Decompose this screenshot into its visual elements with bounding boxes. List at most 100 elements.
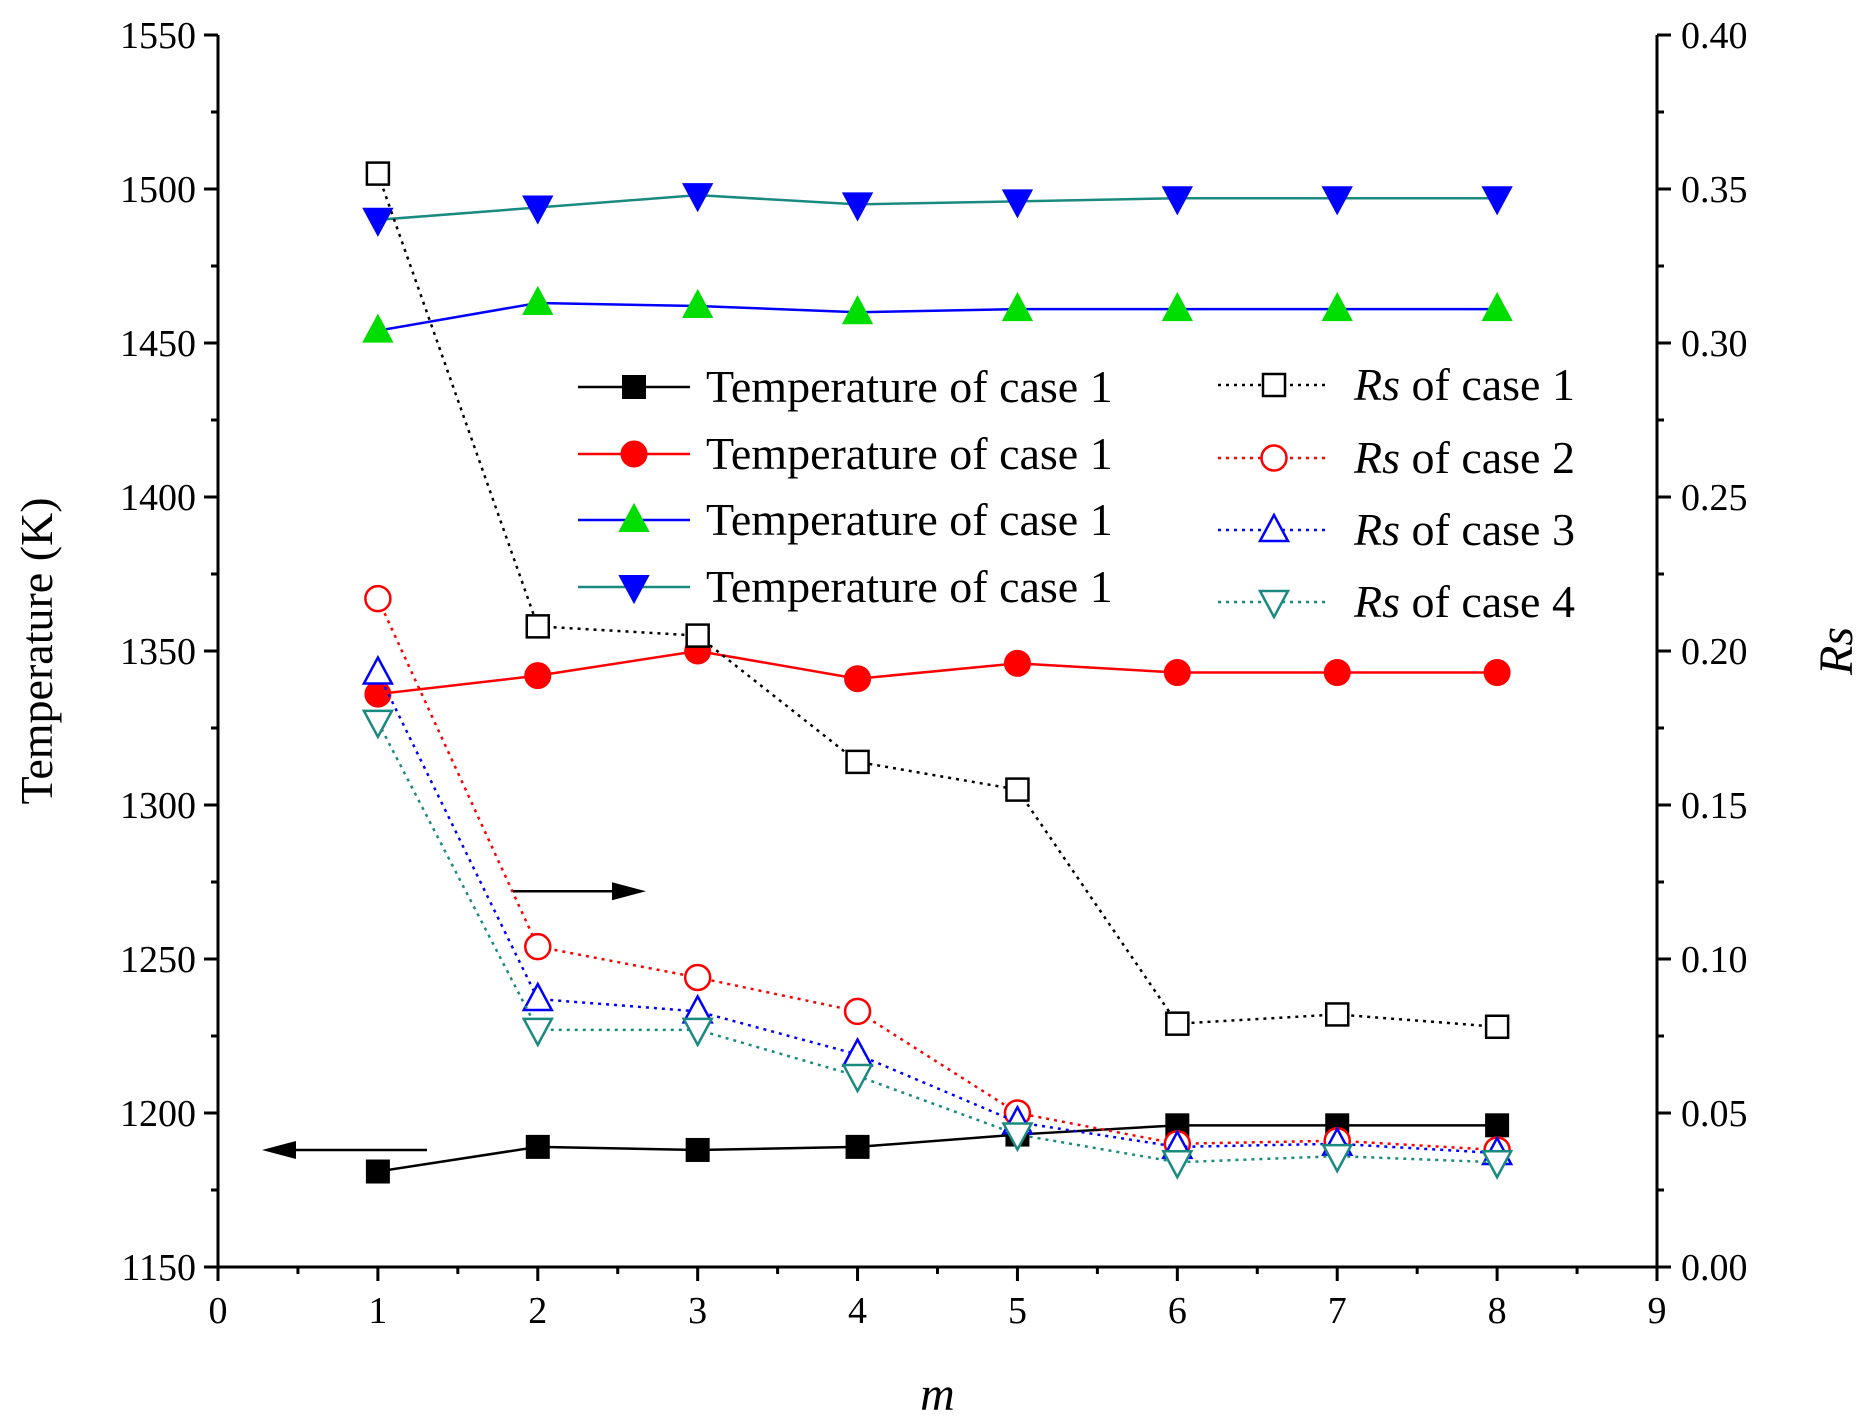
arrow-head bbox=[262, 1140, 296, 1159]
x-tick-label: 2 bbox=[528, 1290, 547, 1332]
data-point bbox=[364, 584, 392, 613]
legend-entry-4: Temperature of case 1 bbox=[578, 561, 1113, 612]
y-right-tick-label: 0.35 bbox=[1681, 169, 1748, 211]
data-point bbox=[521, 981, 554, 1012]
series-line bbox=[377, 1124, 1498, 1173]
legend-entry-6: Rs of case 2 bbox=[1218, 432, 1575, 483]
y-left-axis-title: Temperature (K) bbox=[11, 497, 62, 804]
series-line bbox=[377, 301, 1498, 332]
series-line bbox=[376, 598, 1498, 1152]
series-8 bbox=[361, 709, 1514, 1180]
axes-layer: 0 1 2 3 4 5 6 7 8 9 1150 1200 1250 1300 1350 1400 1450 15… bbox=[11, 15, 1863, 1421]
y-right-tick-label: 0.25 bbox=[1681, 477, 1748, 519]
data-point bbox=[681, 1017, 714, 1048]
data-point bbox=[1481, 1150, 1514, 1180]
legend-marker bbox=[622, 375, 646, 399]
plot-layer bbox=[361, 161, 1514, 1184]
data-point bbox=[1323, 659, 1351, 687]
data-point bbox=[1481, 292, 1513, 322]
x-tick-label: 3 bbox=[688, 1290, 707, 1332]
data-point bbox=[524, 932, 552, 961]
y-right-tick-label: 0.30 bbox=[1681, 323, 1748, 365]
data-point bbox=[681, 183, 714, 213]
data-point bbox=[1481, 186, 1513, 216]
data-point bbox=[525, 1134, 550, 1159]
data-point bbox=[361, 709, 394, 740]
legend-label: Rs of case 2 bbox=[1353, 432, 1575, 483]
legend-label: Rs of case 1 bbox=[1353, 359, 1575, 410]
legend-entry-3: Temperature of case 1 bbox=[578, 494, 1113, 545]
legend-label-suffix: of case 2 bbox=[1400, 432, 1575, 483]
data-point bbox=[362, 207, 394, 237]
data-point bbox=[683, 963, 712, 992]
legend-marker bbox=[618, 575, 650, 605]
left-axis-arrow bbox=[262, 1140, 427, 1159]
series-line bbox=[377, 649, 1498, 696]
data-point bbox=[1165, 1011, 1190, 1036]
legend-label-prefix: Rs bbox=[1353, 504, 1400, 555]
y-right-tick-label: 0.00 bbox=[1681, 1247, 1748, 1289]
y-right-tick-label: 0.20 bbox=[1681, 631, 1748, 673]
y-left-tick-label: 1500 bbox=[120, 169, 196, 211]
legend-marker bbox=[1261, 372, 1287, 398]
legend-label: Temperature of case 1 bbox=[706, 361, 1113, 412]
series-line bbox=[376, 672, 1498, 1155]
y-right-tick-label: 0.05 bbox=[1681, 1093, 1748, 1135]
data-point bbox=[1485, 1113, 1510, 1138]
x-tick-label: 7 bbox=[1328, 1290, 1347, 1332]
data-point bbox=[525, 614, 551, 639]
data-point bbox=[362, 313, 394, 343]
series-line bbox=[377, 193, 1498, 222]
legend-entry-1: Temperature of case 1 bbox=[578, 361, 1113, 412]
y-right-axis-title: Rs bbox=[1810, 627, 1863, 676]
data-point bbox=[1483, 659, 1511, 687]
y-left-tick-label: 1250 bbox=[120, 939, 196, 981]
y-left-tick-label: 1200 bbox=[120, 1093, 196, 1135]
data-point bbox=[685, 623, 710, 648]
y-left-tick-label: 1550 bbox=[120, 15, 196, 57]
data-point bbox=[845, 1134, 870, 1159]
data-point bbox=[841, 192, 874, 222]
data-point bbox=[1321, 186, 1353, 216]
y-right-tick-label: 0.10 bbox=[1681, 939, 1748, 981]
legend-entry-8: Rs of case 4 bbox=[1218, 576, 1575, 627]
y-left-tick-label: 1400 bbox=[120, 477, 196, 519]
legend-label: Temperature of case 1 bbox=[706, 428, 1113, 479]
x-tick-label: 6 bbox=[1168, 1290, 1187, 1332]
series-5 bbox=[365, 161, 1510, 1040]
y-right-tick-label: 0.40 bbox=[1681, 15, 1748, 57]
data-point bbox=[845, 749, 870, 775]
data-point bbox=[524, 662, 552, 690]
right-axis-arrow bbox=[513, 882, 646, 901]
y-left-tick-label: 1350 bbox=[120, 631, 196, 673]
series-line bbox=[376, 173, 1498, 1029]
legend-entry-2: Temperature of case 1 bbox=[578, 428, 1113, 479]
data-point bbox=[1484, 1014, 1510, 1040]
data-point bbox=[1163, 659, 1191, 687]
legend-label-suffix: of case 4 bbox=[1400, 576, 1575, 627]
data-point bbox=[1003, 649, 1031, 677]
data-point bbox=[1321, 292, 1353, 322]
data-point bbox=[843, 997, 872, 1026]
legend-label: Rs of case 3 bbox=[1353, 504, 1575, 555]
data-point bbox=[841, 1036, 874, 1067]
legend-label: Temperature of case 1 bbox=[706, 494, 1113, 545]
data-point bbox=[1001, 1122, 1034, 1153]
x-tick-label: 4 bbox=[848, 1290, 867, 1332]
legend-label-prefix: Rs bbox=[1353, 432, 1400, 483]
legend-marker bbox=[1257, 589, 1291, 620]
data-point bbox=[521, 1017, 554, 1048]
legend-entry-5: Rs of case 1 bbox=[1218, 359, 1575, 410]
x-tick-label: 0 bbox=[209, 1290, 228, 1332]
series-3 bbox=[362, 285, 1513, 343]
legend-label-suffix: of case 1 bbox=[1400, 359, 1575, 410]
legend-label: Temperature of case 1 bbox=[706, 561, 1113, 612]
legend-entry-7: Rs of case 3 bbox=[1218, 504, 1575, 555]
x-tick-label: 8 bbox=[1488, 1290, 1507, 1332]
legend-marker bbox=[620, 440, 648, 468]
data-point bbox=[364, 680, 392, 708]
data-point bbox=[844, 665, 872, 693]
legend-marker bbox=[1257, 512, 1291, 543]
